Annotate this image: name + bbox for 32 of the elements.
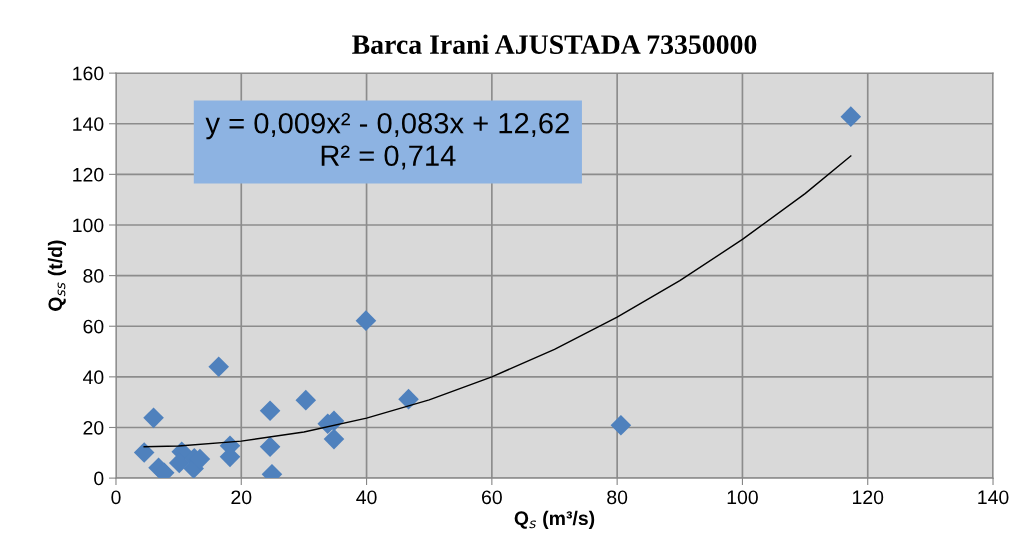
point	[398, 388, 419, 410]
y-tick-label: 0	[94, 471, 104, 486]
point	[259, 436, 281, 458]
point	[840, 106, 862, 127]
x-tick-label: 100	[727, 490, 758, 505]
y-tick-label: 60	[83, 319, 104, 334]
y-tick-label: 120	[73, 167, 104, 182]
point	[323, 428, 345, 450]
x-tick-label: 20	[231, 490, 252, 505]
point	[133, 442, 155, 463]
point	[355, 310, 377, 331]
y-tick-label: 100	[73, 218, 104, 233]
annotation: y = 0,009x² - 0,083x + 12,62 R² = 0,714	[205, 112, 569, 170]
point	[143, 407, 164, 429]
x-tick-label: 120	[852, 490, 884, 505]
y-tick-label: 40	[82, 370, 104, 385]
x-tick-label: 60	[482, 490, 502, 505]
x-tick-label: 40	[356, 490, 377, 505]
x-tick-label: 140	[978, 490, 1009, 505]
point	[259, 400, 281, 422]
x-tick-label: 80	[607, 490, 628, 505]
point	[295, 389, 317, 411]
x-axis-title: Q$_{s}$ (m³/s)	[514, 510, 595, 529]
point	[610, 414, 632, 436]
chart-title: Barca Irani AJUSTADA 73350000	[352, 34, 757, 54]
x-tick-label: 0	[111, 490, 121, 505]
y-tick-label: 140	[73, 117, 104, 131]
point	[208, 356, 230, 378]
y-axis-title: Q$_{ss}$ (t/d)	[47, 240, 67, 311]
y-tick-label: 160	[73, 66, 104, 81]
y-tick-label: 80	[83, 269, 104, 283]
y-tick-label: 20	[83, 420, 104, 435]
